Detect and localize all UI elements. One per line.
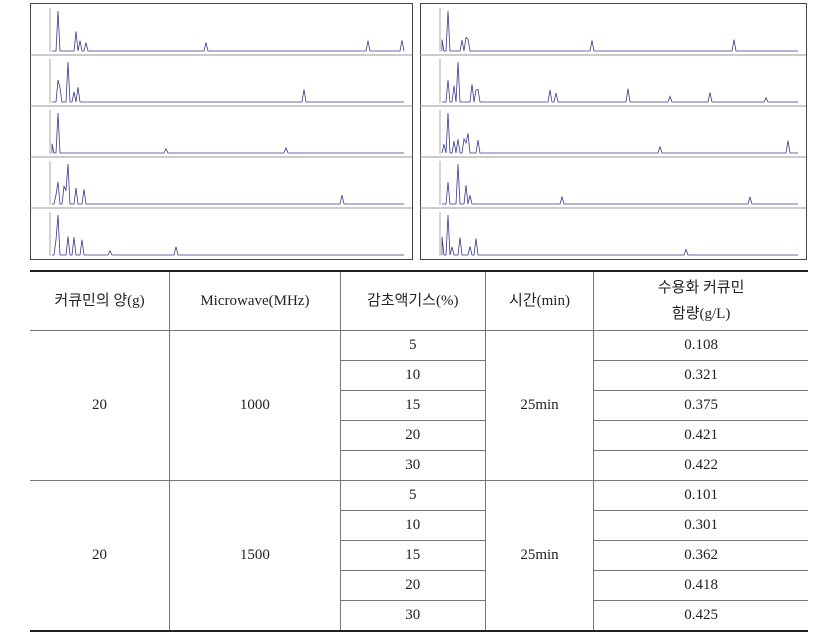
header-cell: 커큐민의 양(g)	[30, 270, 171, 331]
licorice-cell: 15	[340, 390, 486, 421]
content-cell: 0.101	[593, 480, 808, 511]
trace	[441, 214, 798, 256]
microwave-cell: 1500	[169, 480, 341, 632]
licorice-cell: 5	[339, 330, 486, 361]
content-cell: 0.422	[593, 450, 808, 481]
table-row: 20 0.418	[30, 570, 808, 601]
licorice-cell: 15	[340, 540, 486, 571]
trace	[52, 163, 404, 205]
amount-cell: 20	[30, 480, 171, 632]
table-row: 15 0.375	[30, 390, 808, 421]
content-cell: 0.425	[593, 600, 808, 632]
microwave-cell: 1000	[169, 330, 341, 481]
trace	[441, 10, 798, 52]
table-row: 20 0.421	[30, 420, 808, 451]
content-cell: 0.301	[593, 510, 808, 541]
licorice-cell: 10	[340, 360, 486, 391]
licorice-cell: 10	[340, 510, 486, 541]
table-row: 10 0.301	[30, 510, 808, 541]
licorice-cell: 30	[340, 450, 486, 481]
content-cell: 0.418	[593, 570, 808, 601]
header-line: 수용화 커큐민	[657, 280, 745, 296]
table-row: 20 1500 5 25min 0.101	[30, 480, 808, 632]
trace	[51, 112, 404, 154]
trace	[442, 61, 798, 103]
content-cell: 0.321	[593, 360, 808, 391]
content-cell: 0.362	[593, 540, 808, 571]
content-cell: 0.421	[593, 420, 808, 451]
time-cell: 25min	[484, 480, 595, 632]
licorice-cell: 20	[340, 570, 486, 601]
content-cell: 0.375	[593, 390, 808, 421]
table-row: 20 1000 5 25min 0.108	[30, 330, 808, 481]
amount-cell: 20	[30, 330, 171, 481]
trace	[52, 214, 404, 256]
trace	[52, 61, 404, 103]
chromatograms	[30, 3, 807, 260]
licorice-cell: 5	[339, 480, 486, 511]
trace	[52, 10, 405, 52]
trace	[442, 163, 798, 205]
header-cell: 시간(min)	[484, 270, 595, 331]
trace	[441, 112, 798, 154]
header-line: 함량(g/L)	[671, 306, 731, 322]
header-cell: 감초액기스(%)	[339, 270, 486, 331]
results-table: 커큐민의 양(g) Microwave(MHz) 감초액기스(%) 시간(min) 수용…	[30, 270, 808, 632]
table-row: 30 0.425	[30, 600, 808, 632]
time-cell: 25min	[484, 330, 595, 481]
chromatogram-panel	[420, 3, 807, 260]
licorice-cell: 20	[340, 420, 486, 451]
header-cell: Microwave(MHz)	[169, 270, 341, 331]
table-row: 15 0.362	[30, 540, 808, 571]
content-cell: 0.108	[593, 330, 808, 361]
licorice-cell: 30	[340, 600, 486, 632]
chromatogram-panel	[30, 3, 413, 260]
